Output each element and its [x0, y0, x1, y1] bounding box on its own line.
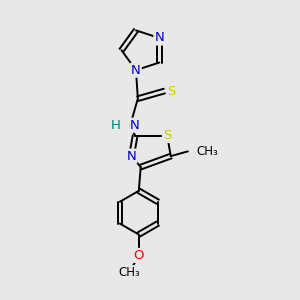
Text: H: H [111, 119, 121, 132]
Text: S: S [163, 129, 171, 142]
Text: S: S [167, 85, 175, 98]
Text: N: N [127, 150, 136, 163]
Text: N: N [130, 119, 140, 132]
Text: CH₃: CH₃ [118, 266, 140, 279]
Text: N: N [131, 64, 141, 76]
Text: CH₃: CH₃ [196, 145, 218, 158]
Text: O: O [134, 249, 144, 262]
Text: N: N [154, 32, 164, 44]
